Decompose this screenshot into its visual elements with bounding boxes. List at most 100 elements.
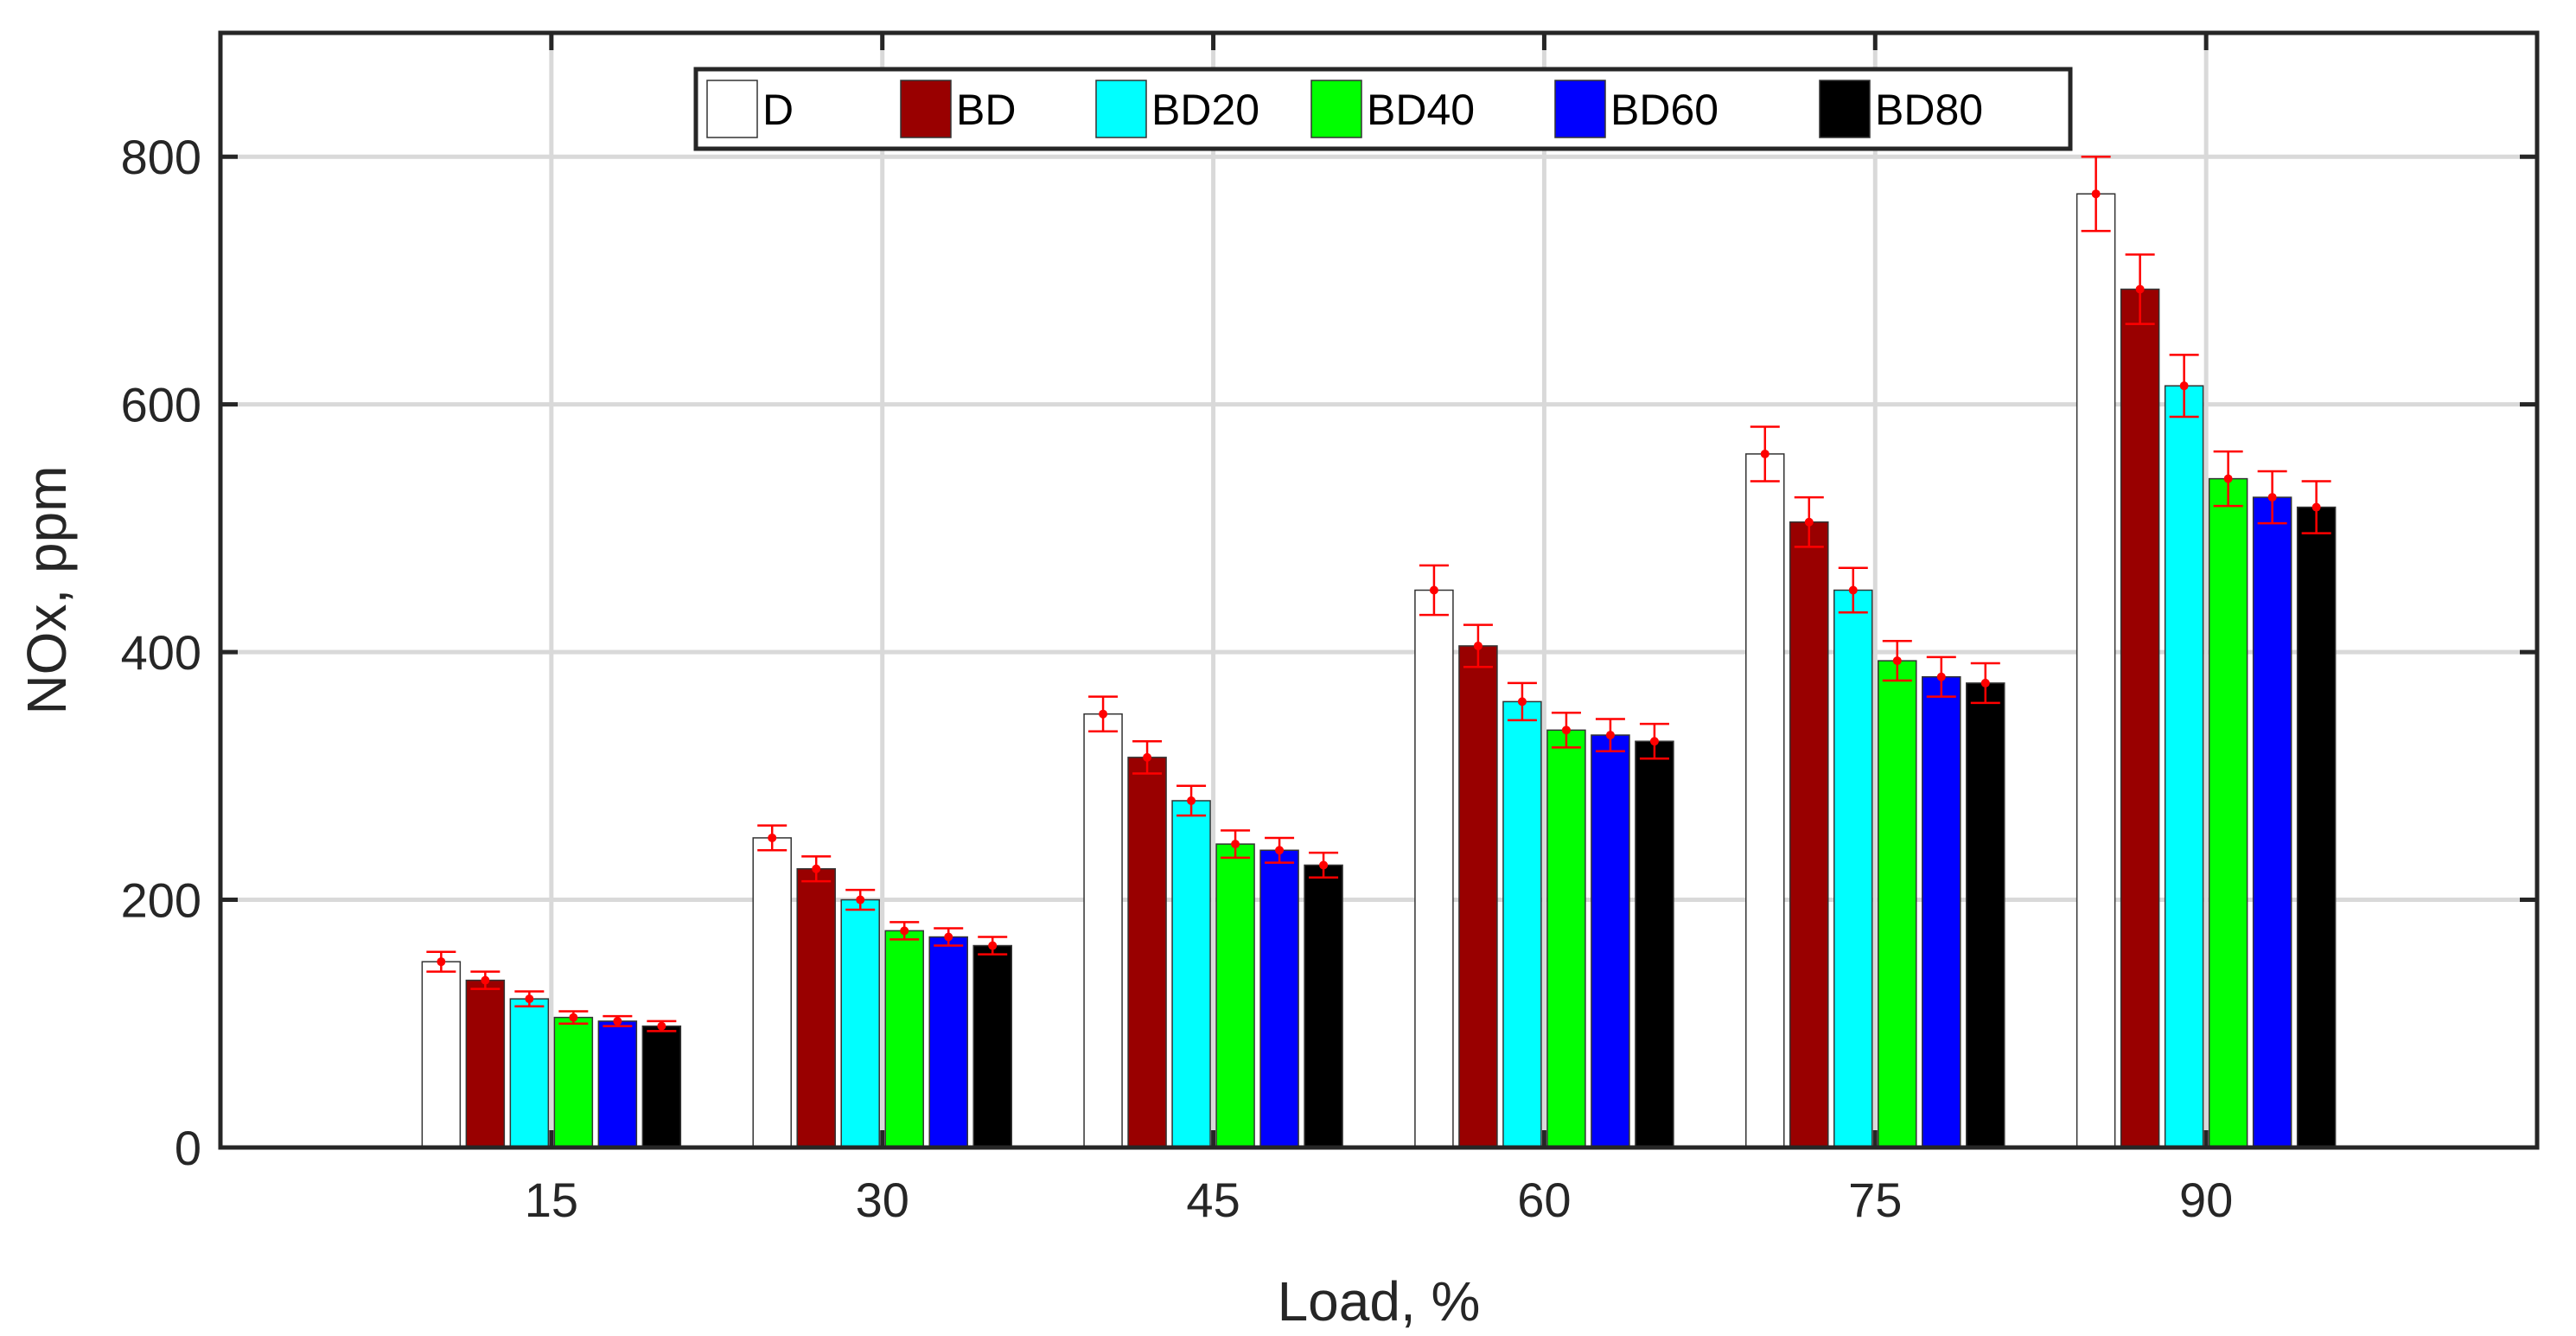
error-marker	[1760, 449, 1769, 458]
y-tick-label: 600	[121, 378, 201, 432]
bar-d-90	[2075, 193, 2116, 1148]
bar-bd40-15	[553, 1016, 594, 1148]
error-bars	[426, 155, 2331, 1032]
y-tick-label: 200	[121, 873, 201, 928]
bar-bd20-75	[1833, 589, 1873, 1148]
error-marker	[1561, 726, 1571, 735]
error-marker	[525, 994, 534, 1004]
bar-bd20-45	[1171, 800, 1211, 1148]
error-marker	[481, 975, 490, 985]
error-marker	[1099, 709, 1108, 719]
error-marker	[1187, 796, 1196, 805]
error-marker	[812, 864, 821, 873]
error-marker	[768, 833, 777, 842]
error-marker	[988, 941, 998, 950]
error-marker	[2311, 502, 2321, 512]
x-tick-label: 30	[856, 1173, 909, 1227]
x-tick-label: 75	[1848, 1173, 1902, 1227]
bar-d-15	[421, 961, 462, 1148]
bar-bd20-15	[509, 998, 550, 1148]
bar-bd20-90	[2164, 385, 2204, 1148]
bar-bd40-60	[1546, 729, 1586, 1148]
error-marker	[2135, 284, 2145, 294]
error-marker	[1980, 678, 1990, 687]
bar-bd80-75	[1966, 682, 2005, 1148]
legend-label-bd60: BD60	[1610, 86, 1718, 134]
x-tick-label: 15	[525, 1173, 578, 1227]
error-marker	[900, 926, 909, 936]
error-marker	[437, 957, 446, 967]
bar-bd60-60	[1591, 734, 1630, 1148]
error-marker	[1848, 585, 1858, 595]
error-marker	[1936, 672, 1946, 681]
legend-swatch-bd60	[1554, 80, 1606, 138]
error-marker	[2267, 493, 2277, 502]
error-marker	[2223, 474, 2233, 483]
bar-bd80-90	[2296, 506, 2337, 1148]
error-marker	[944, 932, 953, 942]
legend-label-bd40: BD40	[1367, 86, 1475, 134]
bar-bd60-15	[597, 1020, 638, 1148]
bar-bd20-30	[840, 898, 880, 1148]
error-marker	[569, 1013, 578, 1022]
bar-bd20-60	[1502, 700, 1542, 1148]
legend-label-d: D	[762, 86, 794, 134]
bar-bd40-75	[1878, 660, 1917, 1148]
bar-bd80-60	[1635, 740, 1674, 1148]
error-marker	[1319, 860, 1329, 870]
error-marker	[856, 895, 865, 905]
error-marker	[1892, 656, 1902, 666]
error-marker	[1649, 737, 1659, 746]
bar-d-45	[1083, 713, 1123, 1148]
error-marker	[2179, 381, 2189, 391]
error-marker	[657, 1021, 666, 1031]
y-axis-title: NOx, ppm	[16, 465, 78, 714]
legend-swatch-bd80	[1819, 80, 1871, 138]
bar-bd40-90	[2208, 477, 2248, 1148]
error-marker	[1275, 846, 1285, 855]
legend-swatch-bd	[900, 80, 952, 138]
x-axis-title: Load, %	[1278, 1270, 1481, 1333]
legend-label-bd20: BD20	[1151, 86, 1259, 134]
axes: 0 200 400 600 800 15 30 45 60 75 90	[121, 30, 2540, 1227]
error-marker	[1473, 641, 1482, 650]
bar-d-30	[752, 837, 792, 1148]
legend: D BD BD20 BD40 BD60 BD80	[693, 67, 2073, 151]
bar-bd-15	[465, 979, 506, 1148]
y-tick-label: 0	[175, 1121, 201, 1175]
bar-d-75	[1745, 453, 1785, 1148]
error-marker	[2091, 189, 2101, 199]
bar-bd80-45	[1304, 864, 1343, 1148]
bar-bd40-30	[884, 930, 924, 1148]
error-marker	[613, 1016, 622, 1026]
y-tick-label: 800	[121, 130, 201, 184]
error-marker	[1231, 840, 1240, 849]
bar-bd60-75	[1922, 676, 1961, 1148]
bar-bd80-30	[972, 944, 1012, 1148]
legend-label-bd: BD	[956, 86, 1016, 134]
bar-bd80-15	[641, 1025, 682, 1148]
bar-bd-90	[2120, 288, 2160, 1148]
legend-swatch-d	[706, 80, 758, 138]
error-marker	[1429, 585, 1438, 595]
bar-bd-75	[1789, 521, 1829, 1148]
bar-bd60-30	[928, 936, 968, 1148]
legend-label-bd80: BD80	[1875, 86, 1983, 134]
legend-swatch-bd40	[1310, 80, 1362, 138]
plot-box	[218, 30, 2540, 1150]
error-marker	[1517, 697, 1527, 706]
bar-bd-60	[1458, 645, 1498, 1148]
y-tick-label: 400	[121, 625, 201, 680]
x-tick-label: 45	[1186, 1173, 1240, 1227]
error-marker	[1143, 752, 1152, 762]
error-marker	[1804, 517, 1814, 527]
bar-bd60-90	[2252, 496, 2292, 1148]
bar-bd-30	[796, 868, 836, 1148]
legend-swatch-bd20	[1095, 80, 1147, 138]
bars	[421, 193, 2337, 1148]
bar-bd40-45	[1215, 843, 1255, 1148]
bar-d-60	[1414, 589, 1454, 1148]
bar-bd60-45	[1259, 849, 1299, 1148]
x-tick-label: 60	[1517, 1173, 1571, 1227]
